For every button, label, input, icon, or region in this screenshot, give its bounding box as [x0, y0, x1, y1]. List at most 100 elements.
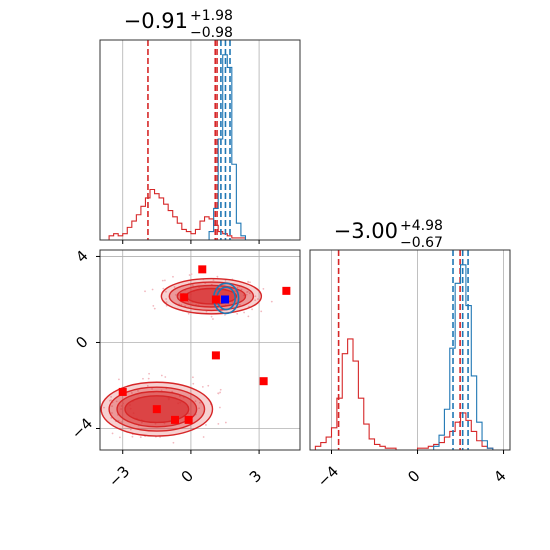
scatter-sample-dot: [175, 293, 177, 296]
scatter-sample-dot: [248, 292, 251, 295]
scatter-sample-dot: [187, 300, 190, 303]
hist-bottom-right-title-lower: −0.67: [400, 235, 443, 251]
scatter-sample-dot: [144, 290, 146, 293]
scatter-point-red: [259, 377, 268, 386]
scatter-sample-dot: [224, 279, 227, 282]
scatter-sample-dot: [117, 419, 120, 422]
scatter-point-red: [180, 293, 189, 302]
scatter-sample-dot: [111, 412, 113, 414]
scatter-sample-dot: [146, 384, 149, 387]
scatter-sample-dot: [194, 400, 197, 403]
hist-top-left-title-lower: −0.98: [190, 25, 233, 41]
scatter-sample-dot: [129, 428, 132, 431]
scatter-sample-dot: [111, 405, 113, 408]
scatter-sample-dot: [188, 274, 191, 276]
scatter-sample-dot: [216, 275, 219, 278]
scatter-sample-dot: [111, 432, 114, 435]
scatter-sample-dot: [202, 436, 205, 438]
scatter-sample-dot: [192, 376, 194, 379]
hist-bottom-right-hist-series-1: [310, 264, 504, 450]
scatter-tick-label: 0: [178, 467, 197, 486]
scatter-sample-dot: [219, 388, 222, 391]
scatter-sample-dot: [120, 405, 123, 407]
scatter-sample-dot: [210, 315, 213, 318]
scatter-sample-dot: [254, 295, 257, 298]
hist-bottom-right-title-upper: +4.98: [400, 218, 443, 234]
scatter-sample-dot: [198, 401, 201, 404]
scatter-sample-dot: [236, 312, 239, 315]
scatter-sample-dot: [120, 421, 123, 423]
scatter-sample-dot: [140, 421, 143, 424]
scatter-sample-dot: [217, 392, 220, 395]
scatter-sample-dot: [256, 298, 259, 300]
scatter-sample-dot: [165, 301, 168, 303]
scatter-sample-dot: [172, 441, 175, 444]
scatter-sample-dot: [246, 291, 248, 293]
hist-top-left-hist-series-0: [100, 188, 291, 240]
scatter-sample-dot: [161, 279, 164, 282]
scatter-sample-dot: [165, 290, 167, 293]
scatter-sample-dot: [191, 284, 194, 286]
scatter-sample-dot: [205, 424, 207, 426]
scatter-sample-dot: [217, 422, 220, 425]
scatter-sample-dot: [212, 279, 215, 282]
scatter-sample-dot: [205, 310, 208, 313]
scatter-sample-dot: [270, 300, 273, 303]
scatter-sample-dot: [97, 399, 99, 401]
scatter-sample-dot: [242, 294, 245, 297]
scatter-point-red: [118, 387, 127, 396]
scatter-sample-dot: [236, 286, 239, 289]
scatter-sample-dot: [115, 400, 118, 403]
scatter-sample-dot: [179, 395, 181, 398]
scatter-sample-dot: [243, 311, 245, 314]
scatter-sample-dot: [137, 390, 139, 392]
scatter-sample-dot: [151, 387, 153, 390]
scatter-sample-dot: [190, 273, 193, 275]
scatter-frame: [99, 249, 301, 451]
scatter-sample-dot: [247, 281, 250, 283]
scatter-sample-dot: [219, 391, 222, 394]
scatter-sample-dot: [110, 395, 112, 398]
scatter-sample-dot: [120, 408, 122, 410]
scatter-point-red: [152, 405, 161, 414]
hist-bottom-right-tick-label: −4: [314, 462, 342, 490]
scatter-sample-dot: [249, 281, 251, 284]
scatter-sample-dot: [103, 406, 105, 409]
scatter-sample-dot: [163, 422, 166, 425]
scatter-sample-dot: [224, 421, 227, 424]
scatter-sample-dot: [198, 407, 200, 410]
scatter-sample-dot: [238, 303, 241, 306]
scatter-sample-dot: [152, 304, 155, 307]
scatter-sample-dot: [192, 382, 195, 385]
scatter-sample-dot: [219, 406, 221, 409]
scatter-tick-label: −3: [105, 462, 133, 490]
scatter-sample-dot: [187, 312, 190, 315]
scatter-sample-dot: [201, 385, 204, 388]
scatter-sample-dot: [224, 313, 226, 316]
hist-bottom-right-title: −3.00 +4.98−0.67: [334, 218, 443, 251]
scatter-sample-dot: [151, 288, 154, 291]
scatter-tick-label: 0: [72, 333, 91, 352]
scatter-sample-dot: [148, 372, 150, 375]
scatter-point-red: [198, 265, 207, 274]
hist-top-left-plot-area: [100, 40, 291, 240]
scatter-point-red: [211, 295, 220, 304]
scatter-sample-dot: [131, 435, 134, 438]
scatter-point-red: [184, 415, 193, 424]
scatter-sample-dot: [154, 422, 157, 425]
scatter-plot-area: [89, 265, 291, 444]
scatter-tick-label: 4: [72, 247, 91, 266]
scatter-point-red: [211, 351, 220, 360]
hist-top-left-title-median: −0.91: [124, 9, 188, 33]
scatter-sample-dot: [260, 310, 263, 313]
scatter-sample-dot: [164, 279, 166, 282]
hist-bottom-right-plot-area: [310, 250, 504, 450]
scatter-sample-dot: [187, 412, 190, 415]
scatter-sample-dot: [91, 416, 93, 418]
scatter-sample-dot: [212, 318, 214, 320]
scatter-sample-dot: [262, 287, 265, 290]
scatter-sample-dot: [195, 303, 197, 306]
scatter-sample-dot: [89, 399, 91, 401]
scatter-sample-dot: [165, 298, 168, 300]
